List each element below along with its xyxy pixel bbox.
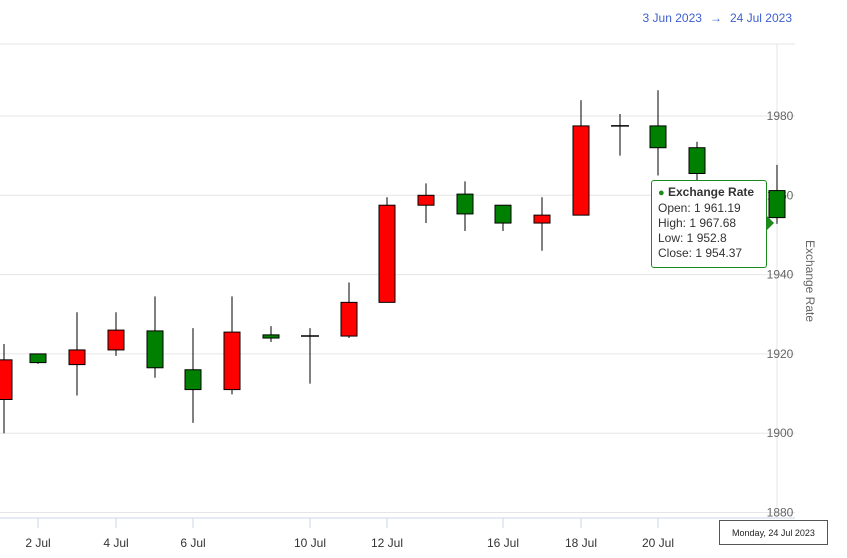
tooltip-series-name: Exchange Rate [668,185,755,199]
candle[interactable] [572,100,590,216]
candle[interactable] [494,204,512,231]
candle[interactable] [0,343,13,434]
candle[interactable] [107,312,125,356]
candle[interactable] [184,328,202,423]
y-tick-label: 1880 [767,506,794,520]
x-tick-label: 16 Jul [487,536,519,550]
candle-tooltip: ● Exchange Rate Open: 1 961.19 High: 1 9… [651,180,767,268]
candle[interactable] [340,282,358,339]
candle-body [572,125,590,216]
tooltip-low: Low: 1 952.8 [658,231,727,245]
tooltip-pointer [766,215,774,231]
x-axis-ticks: 2 Jul 4 Jul 6 Jul 10 Jul 12 Jul 16 Jul 18 Jul 2… [25,518,674,550]
y-tick-label: 1900 [767,426,794,440]
candle-body [68,349,86,366]
crosshair-date-label: Monday, 24 Jul 2023 [719,520,828,545]
x-tick-label: 20 Jul [642,536,674,550]
y-tick-label: 1980 [767,109,794,123]
candle-body [184,369,202,391]
range-arrow-icon: → [709,11,722,25]
y-axis-label: Exchange Rate [803,240,817,322]
range-start-link[interactable]: 3 Jun 2023 [642,11,702,25]
x-tick-label: 12 Jul [371,536,403,550]
candle-body [494,204,512,224]
candle[interactable] [223,296,241,395]
x-tick-label: 18 Jul [565,536,597,550]
series-dot-icon: ● [658,187,665,199]
date-range-selector[interactable]: 3 Jun 2023 → 24 Jul 2023 [643,11,792,25]
candle[interactable] [378,197,396,303]
candle[interactable] [262,326,280,343]
candle-body [0,359,13,400]
candle[interactable] [649,90,667,176]
candle-body [417,194,435,206]
y-tick-label: 1920 [767,347,794,361]
candle-body [29,353,47,364]
candle[interactable] [417,183,435,224]
tooltip-close: Close: 1 954.37 [658,246,743,260]
tooltip-open: Open: 1 961.19 [658,201,741,215]
candle[interactable] [146,296,164,378]
candle-body [649,125,667,149]
x-tick-label: 6 Jul [180,536,205,550]
candle-body [378,204,396,303]
candle[interactable] [29,353,47,364]
candle[interactable] [68,312,86,396]
candle-body [768,190,786,219]
tooltip-high: High: 1 967.68 [658,216,737,230]
x-tick-label: 2 Jul [25,536,50,550]
candle-body [456,193,474,215]
x-tick-label: 10 Jul [294,536,326,550]
candle-body [533,214,551,224]
x-tick-label: 4 Jul [103,536,128,550]
candle[interactable] [611,114,629,156]
grid-lines [0,43,795,519]
candle-body [107,329,125,351]
candle-body [688,147,706,174]
candle-body [340,301,358,337]
candles[interactable] [0,90,786,434]
y-axis-ticks: 188019001920194019601980 [767,109,794,520]
candle-body [223,331,241,391]
candle-body [262,334,280,339]
range-end-link[interactable]: 24 Jul 2023 [729,11,792,25]
candle[interactable] [301,328,319,384]
candle[interactable] [533,197,551,251]
candle[interactable] [768,164,786,224]
candle[interactable] [456,181,474,231]
y-tick-label: 1940 [767,268,794,282]
candle-body [146,330,164,369]
